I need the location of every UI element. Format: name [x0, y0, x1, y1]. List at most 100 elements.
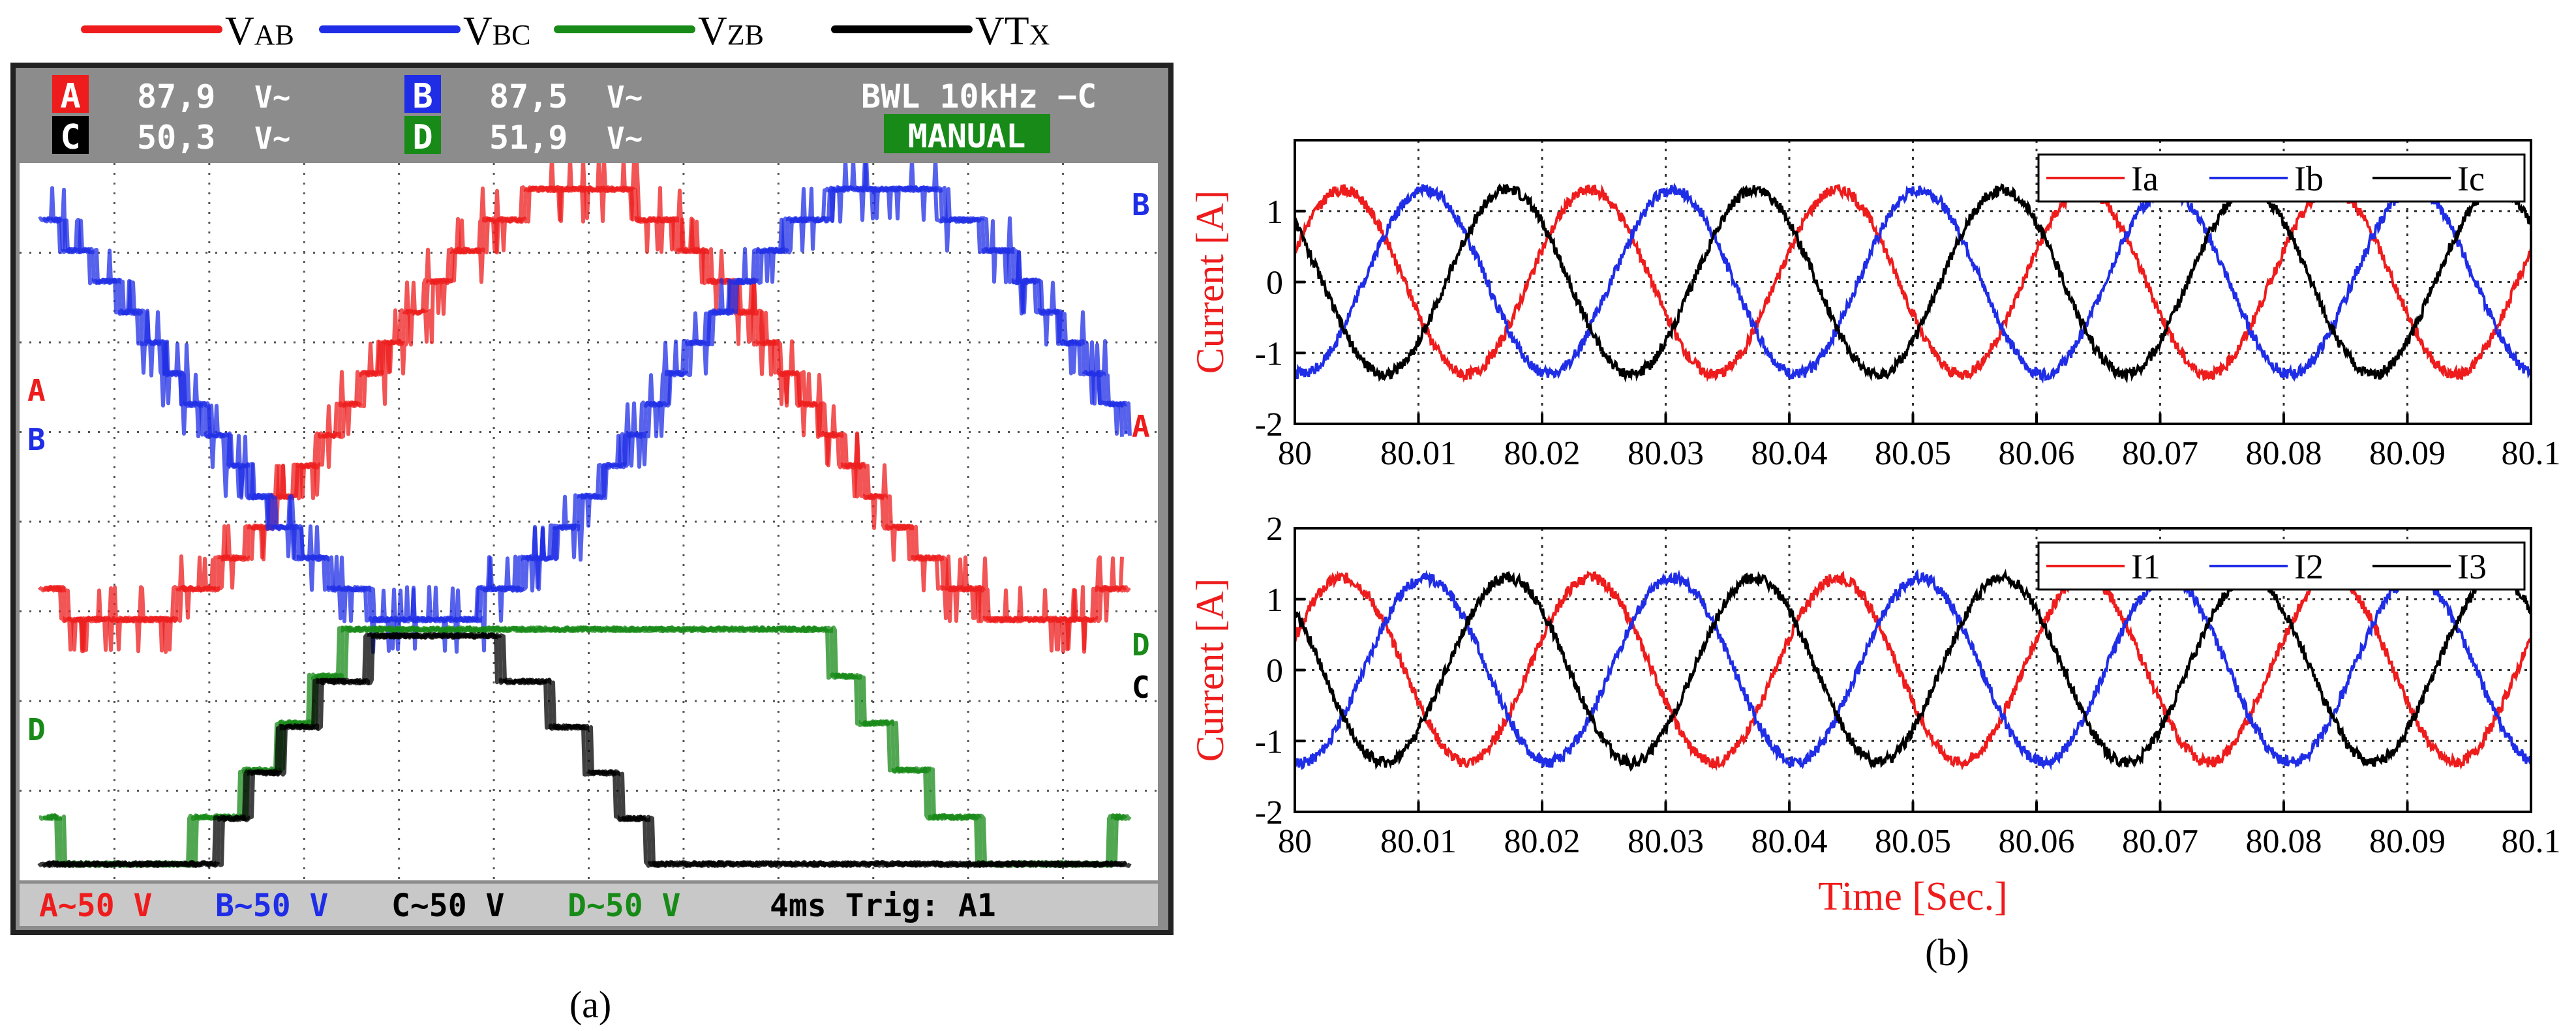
x-tick-label: 80.09 — [2369, 823, 2446, 860]
mode-label: MANUAL — [908, 117, 1026, 155]
trace-marker-b: B — [27, 422, 46, 457]
readout-unit: V~ — [254, 121, 290, 156]
readout-value: 87,9 — [137, 78, 215, 115]
grid — [1295, 140, 2531, 424]
channel-badge — [404, 75, 441, 113]
series-ic — [1295, 181, 2531, 384]
y-tick-label: -1 — [1255, 335, 1283, 372]
readout-d: D 51,9 V~ — [404, 116, 643, 157]
channel-letter: C — [60, 118, 80, 157]
y-tick-label: -1 — [1255, 723, 1283, 760]
legend-label: VBC — [463, 9, 530, 53]
legend-label: VTX — [975, 9, 1050, 53]
legend-entry-bc: VBC — [319, 9, 530, 53]
x-tick-label: 80 — [1278, 435, 1312, 472]
x-tick-label: 80.02 — [1504, 435, 1581, 472]
readout-a: A 87,9 V~ — [52, 75, 290, 116]
trace-marker-c: C — [1132, 670, 1150, 705]
series-ib — [1295, 181, 2531, 384]
x-tick-label: 80.02 — [1504, 823, 1581, 860]
channel-letter: A — [60, 77, 80, 116]
x-tick-label: 80.01 — [1380, 435, 1457, 472]
y-tick-label: 1 — [1266, 194, 1283, 231]
series-group — [1295, 181, 2531, 384]
channel-badge — [52, 75, 89, 113]
caption-a: (a) — [569, 983, 611, 1026]
x-tick-label: 80.04 — [1751, 435, 1828, 472]
legend-label-ib: Ib — [2294, 159, 2324, 198]
legend: Ia Ib Ic — [2037, 153, 2526, 203]
x-tick-label: 80.1 — [2502, 435, 2561, 472]
legend-label-ic: Ic — [2457, 159, 2485, 198]
x-tick-label: 80.05 — [1875, 823, 1951, 860]
current-chart-2: 80 80.01 80.02 80.03 80.04 80.05 80.06 80.07 80.… — [1189, 511, 2561, 919]
legend-label: VAB — [225, 9, 294, 53]
x-tick-label: 80.07 — [2122, 435, 2198, 472]
trace-path — [45, 632, 1132, 868]
legend-entry-x: VTX — [831, 9, 1050, 53]
series-group — [1295, 569, 2531, 772]
y-tick-label: -2 — [1255, 794, 1283, 831]
scope-footer: A~50 V B~50 V C~50 V D~50 V 4ms Trig: A1 — [20, 884, 1158, 926]
footer-scale: D~50 V — [568, 888, 680, 924]
x-tick-label: 80.08 — [2246, 435, 2322, 472]
panel-a-oscilloscope: VAB VBC VZB VTX A 87,9 V~ B 87,5 V~ C 50,3 V~ D 51,9 V~… — [10, 9, 1174, 1026]
caption-b: (b) — [1925, 931, 1969, 974]
footer-scale: A~50 V — [39, 888, 152, 924]
current-chart-1: 80 80.01 80.02 80.03 80.04 80.05 80.06 80.07 80.… — [1189, 139, 2561, 472]
readout-b: B 87,5 V~ — [404, 75, 643, 116]
readout-unit: V~ — [607, 80, 643, 115]
x-tick-label: 80.1 — [2502, 823, 2561, 860]
legend-label-ia: Ia — [2131, 159, 2159, 198]
y-axis-label: Current [A] — [1189, 190, 1232, 374]
y-tick-label: -2 — [1255, 406, 1283, 443]
readout-unit: V~ — [254, 80, 290, 115]
trace-marker-a: A — [27, 373, 46, 408]
legend: I1 I2 I3 — [2037, 541, 2526, 591]
channel-badge — [52, 116, 89, 154]
readout-value: 87,5 — [489, 78, 568, 115]
x-tick-label: 80.03 — [1628, 823, 1704, 860]
panel-b-current-plots: 80 80.01 80.02 80.03 80.04 80.05 80.06 80.07 80.… — [1189, 139, 2561, 974]
y-tick-label: 0 — [1266, 265, 1283, 302]
x-axis-label: Time [Sec.] — [1818, 874, 2007, 919]
y-tick-label: 0 — [1266, 653, 1283, 690]
x-tick-label: 80 — [1278, 823, 1312, 860]
mode-badge — [884, 114, 1050, 153]
x-tick-label: 80.07 — [2122, 823, 2198, 860]
readout-unit: V~ — [607, 121, 643, 156]
trace-vab — [37, 163, 1131, 654]
trace-path — [45, 163, 1132, 653]
x-tick-label: 80.03 — [1628, 435, 1704, 472]
readout-c: C 50,3 V~ — [52, 116, 290, 157]
legend-label-i1: I1 — [2131, 547, 2160, 586]
channel-letter: B — [412, 77, 432, 116]
x-tick-label: 80.06 — [1999, 823, 2075, 860]
x-tick-label: 80.09 — [2369, 435, 2446, 472]
footer-scale: C~50 V — [391, 888, 504, 924]
series-i2 — [1295, 569, 2531, 771]
footer-bar — [20, 884, 1158, 926]
bwl-label: BWL 10kHz −C — [861, 78, 1097, 115]
legend-label-i3: I3 — [2457, 547, 2487, 586]
readout-value: 51,9 — [489, 119, 568, 157]
x-tick-label: 80.04 — [1751, 823, 1828, 860]
channel-letter: D — [412, 118, 432, 157]
x-tick-label: 80.08 — [2246, 823, 2322, 860]
trace-marker-d: D — [1132, 627, 1150, 663]
scope-traces — [37, 163, 1132, 868]
footer-timebase: 4ms Trig: A1 — [770, 888, 996, 924]
legend-entry-ab: VAB — [81, 9, 294, 53]
trace-path — [46, 163, 1131, 654]
y-tick-label: 1 — [1266, 582, 1283, 619]
x-tick-label: 80.05 — [1875, 435, 1951, 472]
trace-vtx — [37, 632, 1132, 868]
scope-header: A 87,9 V~ B 87,5 V~ C 50,3 V~ D 51,9 V~ BWL 10kHz −C… — [52, 75, 1097, 157]
trace-vbc — [38, 163, 1132, 655]
trace-marker-b: B — [1132, 187, 1150, 222]
legend-label-i2: I2 — [2294, 547, 2324, 586]
x-tick-label: 80.06 — [1999, 435, 2075, 472]
y-axis-label: Current [A] — [1189, 578, 1232, 762]
y-tick-label: 2 — [1266, 511, 1283, 548]
